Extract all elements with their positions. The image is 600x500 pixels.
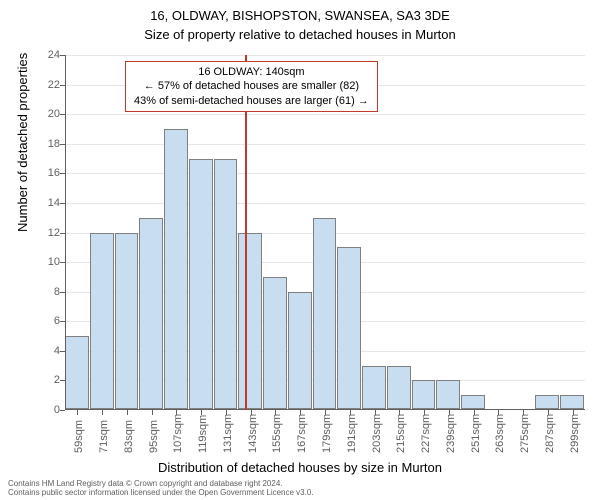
- y-tick-label: 8: [30, 286, 60, 298]
- y-axis-label: Number of detached properties: [15, 53, 30, 232]
- y-tick-label: 12: [30, 227, 60, 239]
- x-tick-label: 119sqm: [197, 415, 209, 453]
- histogram-bar: [387, 366, 411, 409]
- y-tick-label: 18: [30, 138, 60, 150]
- x-axis-label: Distribution of detached houses by size …: [0, 460, 600, 475]
- x-tick-label: 95sqm: [148, 420, 160, 453]
- x-tick-label: 59sqm: [73, 420, 85, 453]
- histogram-bar: [164, 129, 188, 409]
- histogram-bar: [90, 233, 114, 410]
- histogram-bar: [436, 380, 460, 409]
- x-tick-label: 71sqm: [98, 420, 110, 453]
- x-tick-label: 83sqm: [123, 420, 135, 453]
- x-tick-label: 251sqm: [470, 414, 482, 453]
- histogram-bar: [115, 233, 139, 410]
- histogram-bar: [337, 247, 361, 409]
- footer-attribution: Contains HM Land Registry data © Crown c…: [8, 479, 314, 498]
- plot-area: 024681012141618202224 16 OLDWAY: 140sqm …: [65, 55, 585, 410]
- x-tick-label: 131sqm: [222, 414, 234, 453]
- chart-container: 16, OLDWAY, BISHOPSTON, SWANSEA, SA3 3DE…: [0, 0, 600, 500]
- y-tick-label: 10: [30, 256, 60, 268]
- footer-line1: Contains HM Land Registry data © Crown c…: [8, 479, 314, 489]
- histogram-bar: [461, 395, 485, 409]
- y-tick-label: 2: [30, 374, 60, 386]
- footer-line2: Contains public sector information licen…: [8, 488, 314, 498]
- y-tick-label: 24: [30, 49, 60, 61]
- histogram-bar: [214, 159, 238, 409]
- x-tick-label: 299sqm: [569, 414, 581, 453]
- annotation-line1: 16 OLDWAY: 140sqm: [134, 65, 369, 79]
- annotation-line2: ← 57% of detached houses are smaller (82…: [134, 79, 369, 93]
- y-tick-label: 4: [30, 345, 60, 357]
- x-tick-label: 263sqm: [494, 414, 506, 453]
- y-tick-label: 20: [30, 108, 60, 120]
- histogram-bar: [535, 395, 559, 409]
- x-tick-label: 191sqm: [346, 414, 358, 453]
- y-tick-label: 0: [30, 404, 60, 416]
- histogram-bar: [263, 277, 287, 409]
- histogram-bar: [313, 218, 337, 409]
- histogram-bar: [65, 336, 89, 409]
- chart-title: 16, OLDWAY, BISHOPSTON, SWANSEA, SA3 3DE: [0, 8, 600, 23]
- x-tick-label: 143sqm: [247, 414, 259, 453]
- x-tick-label: 107sqm: [172, 414, 184, 453]
- x-tick-label: 239sqm: [445, 414, 457, 453]
- histogram-bar: [412, 380, 436, 409]
- histogram-bar: [362, 366, 386, 409]
- histogram-bar: [560, 395, 584, 409]
- y-tick-label: 14: [30, 197, 60, 209]
- x-tick-label: 155sqm: [271, 414, 283, 453]
- x-tick-label: 215sqm: [395, 414, 407, 453]
- x-tick-label: 275sqm: [519, 414, 531, 453]
- histogram-bar: [139, 218, 163, 409]
- x-tick-label: 287sqm: [544, 414, 556, 453]
- annotation-line3: 43% of semi-detached houses are larger (…: [134, 94, 369, 108]
- y-tick-label: 22: [30, 79, 60, 91]
- histogram-bar: [238, 233, 262, 410]
- histogram-bar: [189, 159, 213, 409]
- x-tick-label: 203sqm: [371, 414, 383, 453]
- x-tick-label: 179sqm: [321, 414, 333, 453]
- x-tick-label: 167sqm: [296, 414, 308, 453]
- x-tick-label: 227sqm: [420, 414, 432, 453]
- annotation-box: 16 OLDWAY: 140sqm ← 57% of detached hous…: [125, 61, 378, 112]
- y-tick-label: 16: [30, 167, 60, 179]
- chart-subtitle: Size of property relative to detached ho…: [0, 27, 600, 42]
- histogram-bar: [288, 292, 312, 409]
- y-tick-label: 6: [30, 315, 60, 327]
- y-axis: [65, 55, 66, 410]
